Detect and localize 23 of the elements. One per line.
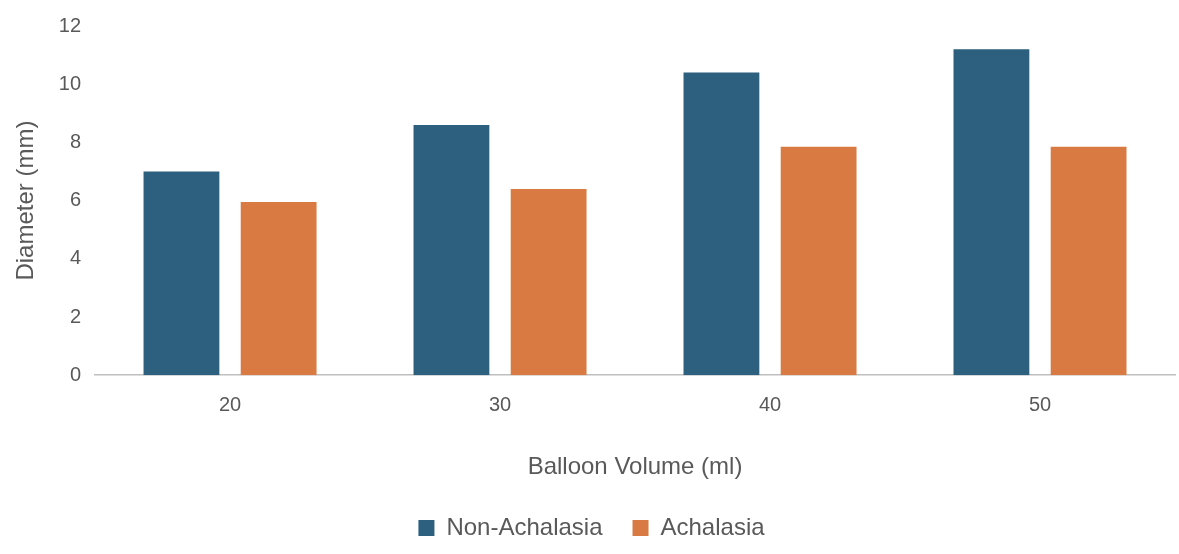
bar [413, 124, 490, 376]
bar [240, 202, 317, 376]
y-tick-label: 4 [69, 246, 82, 269]
x-tick-label: 50 [1028, 392, 1052, 415]
bar [143, 171, 220, 376]
bar [510, 188, 587, 376]
y-tick-label: 0 [69, 362, 82, 385]
bar [780, 146, 857, 376]
x-axis-title: Balloon Volume (ml) [527, 452, 743, 480]
y-tick-label: 8 [69, 129, 82, 152]
bar [1050, 146, 1127, 376]
y-tick-label: 12 [58, 13, 82, 36]
y-tick-label: 10 [58, 71, 82, 94]
bar [683, 72, 760, 376]
legend-label: Non-Achalasia [446, 512, 604, 540]
y-axis-title: Diameter (mm) [11, 120, 39, 281]
x-tick-label: 40 [758, 392, 782, 415]
x-tick-label: 30 [488, 392, 512, 415]
legend-label: Achalasia [660, 512, 766, 540]
x-tick-label: 20 [218, 392, 242, 415]
bar [953, 49, 1030, 376]
y-tick-label: 2 [69, 304, 82, 327]
y-tick-label: 6 [69, 188, 82, 211]
